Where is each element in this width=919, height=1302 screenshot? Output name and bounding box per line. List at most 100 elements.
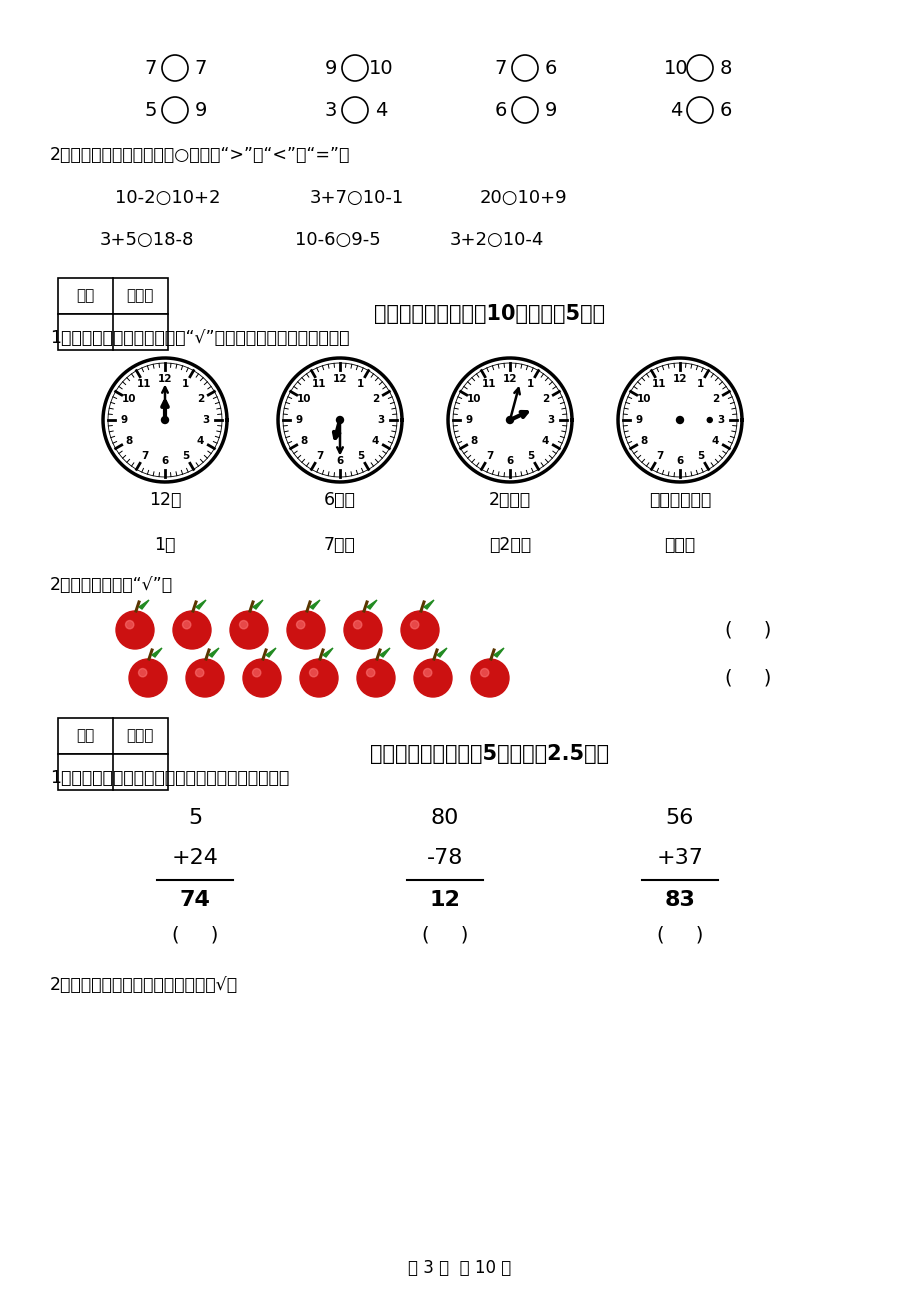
Text: 6: 6	[505, 456, 513, 466]
Polygon shape	[367, 600, 377, 609]
Text: 12: 12	[429, 891, 460, 910]
Text: 评卷人: 评卷人	[126, 729, 153, 743]
Circle shape	[366, 668, 374, 677]
Text: 7: 7	[144, 59, 157, 78]
Circle shape	[139, 668, 147, 677]
Text: 6: 6	[719, 100, 732, 120]
Text: 7: 7	[494, 59, 506, 78]
Circle shape	[243, 659, 280, 697]
Text: 11: 11	[652, 379, 666, 389]
Text: 7: 7	[315, 450, 323, 461]
Text: 2: 2	[711, 395, 719, 405]
Text: 10: 10	[467, 395, 482, 405]
Circle shape	[287, 611, 324, 648]
Text: 5: 5	[357, 450, 364, 461]
Text: 12: 12	[157, 374, 172, 384]
Text: 4: 4	[371, 435, 379, 445]
Circle shape	[336, 417, 343, 423]
Text: 5: 5	[696, 450, 703, 461]
Circle shape	[506, 417, 513, 423]
Text: 得分: 得分	[75, 289, 94, 303]
Text: 74: 74	[179, 891, 210, 910]
Polygon shape	[323, 648, 333, 658]
Circle shape	[196, 668, 204, 677]
Text: 83: 83	[664, 891, 695, 910]
Circle shape	[707, 418, 711, 423]
Circle shape	[129, 659, 167, 697]
Text: (     ): ( )	[724, 668, 770, 687]
Text: 10: 10	[297, 395, 312, 405]
Text: 3: 3	[717, 415, 724, 424]
Text: 4: 4	[374, 100, 387, 120]
Text: +24: +24	[171, 848, 218, 868]
Text: (     ): ( )	[656, 926, 702, 944]
Circle shape	[162, 417, 168, 423]
Text: 8: 8	[471, 435, 478, 445]
Text: 6: 6	[675, 456, 683, 466]
Text: 1、我能在正确的时间下面画“√”，并能正确画出时针和分针。: 1、我能在正确的时间下面画“√”，并能正确画出时针和分针。	[50, 329, 349, 348]
Text: 2: 2	[371, 395, 379, 405]
Text: 1: 1	[182, 379, 189, 389]
Circle shape	[423, 668, 431, 677]
Text: 8: 8	[126, 435, 133, 445]
Text: 2、正确选择（在正确答案的口里打√）: 2、正确选择（在正确答案的口里打√）	[50, 976, 238, 993]
Bar	[58, 279, 168, 314]
Circle shape	[471, 659, 508, 697]
Text: 10: 10	[369, 59, 393, 78]
Circle shape	[173, 611, 210, 648]
Text: 12: 12	[672, 374, 686, 384]
Polygon shape	[196, 600, 206, 609]
Text: 得分: 得分	[75, 729, 94, 743]
Circle shape	[480, 668, 488, 677]
Text: 3: 3	[324, 100, 337, 120]
Text: 1: 1	[527, 379, 534, 389]
Text: 9: 9	[195, 100, 207, 120]
Text: 11: 11	[312, 379, 326, 389]
Text: 4: 4	[669, 100, 682, 120]
Text: -78: -78	[426, 848, 462, 868]
Text: 1: 1	[357, 379, 364, 389]
Text: 4: 4	[197, 435, 204, 445]
Text: 9: 9	[635, 415, 641, 424]
Circle shape	[344, 611, 381, 648]
Polygon shape	[437, 648, 447, 658]
Text: 第 3 页  共 10 页: 第 3 页 共 10 页	[408, 1259, 511, 1277]
Circle shape	[116, 611, 153, 648]
Text: 5: 5	[187, 809, 202, 828]
Text: 1、病题门诊（先判断对错，并将错的改正过来）。: 1、病题门诊（先判断对错，并将错的改正过来）。	[50, 769, 289, 786]
Text: 6: 6	[161, 456, 168, 466]
Text: 10-2○10+2: 10-2○10+2	[115, 189, 221, 207]
Text: 3: 3	[547, 415, 554, 424]
Circle shape	[300, 659, 337, 697]
Circle shape	[357, 659, 394, 697]
Text: 3+5○18-8: 3+5○18-8	[100, 230, 194, 249]
Circle shape	[252, 668, 261, 677]
Text: (     ): ( )	[172, 926, 218, 944]
Text: 7: 7	[141, 450, 148, 461]
Text: 8: 8	[641, 435, 647, 445]
Text: 6: 6	[336, 456, 344, 466]
Text: 20○10+9: 20○10+9	[480, 189, 567, 207]
Text: 7时半: 7时半	[323, 536, 356, 553]
Polygon shape	[152, 648, 162, 658]
Text: 2时刚过: 2时刚过	[488, 491, 530, 509]
Text: +37: +37	[656, 848, 703, 868]
Circle shape	[353, 621, 361, 629]
Text: 9: 9	[120, 415, 128, 424]
Text: 画上你吃午饭: 画上你吃午饭	[648, 491, 710, 509]
Text: 2、在多的后面打“√”。: 2、在多的后面打“√”。	[50, 575, 173, 594]
Text: 2: 2	[541, 395, 549, 405]
Circle shape	[675, 417, 683, 423]
Text: 四、选一选（本题共10分，每题5分）: 四、选一选（本题共10分，每题5分）	[374, 303, 605, 324]
Text: 6: 6	[494, 100, 506, 120]
Text: 12时: 12时	[149, 491, 181, 509]
Text: 5: 5	[144, 100, 157, 120]
Circle shape	[410, 621, 418, 629]
Text: 3+2○10-4: 3+2○10-4	[449, 230, 544, 249]
Text: 11: 11	[137, 379, 152, 389]
Polygon shape	[494, 648, 504, 658]
Text: 9: 9	[295, 415, 302, 424]
Text: 1时: 1时	[154, 536, 176, 553]
Text: 10: 10	[663, 59, 687, 78]
Circle shape	[401, 611, 438, 648]
